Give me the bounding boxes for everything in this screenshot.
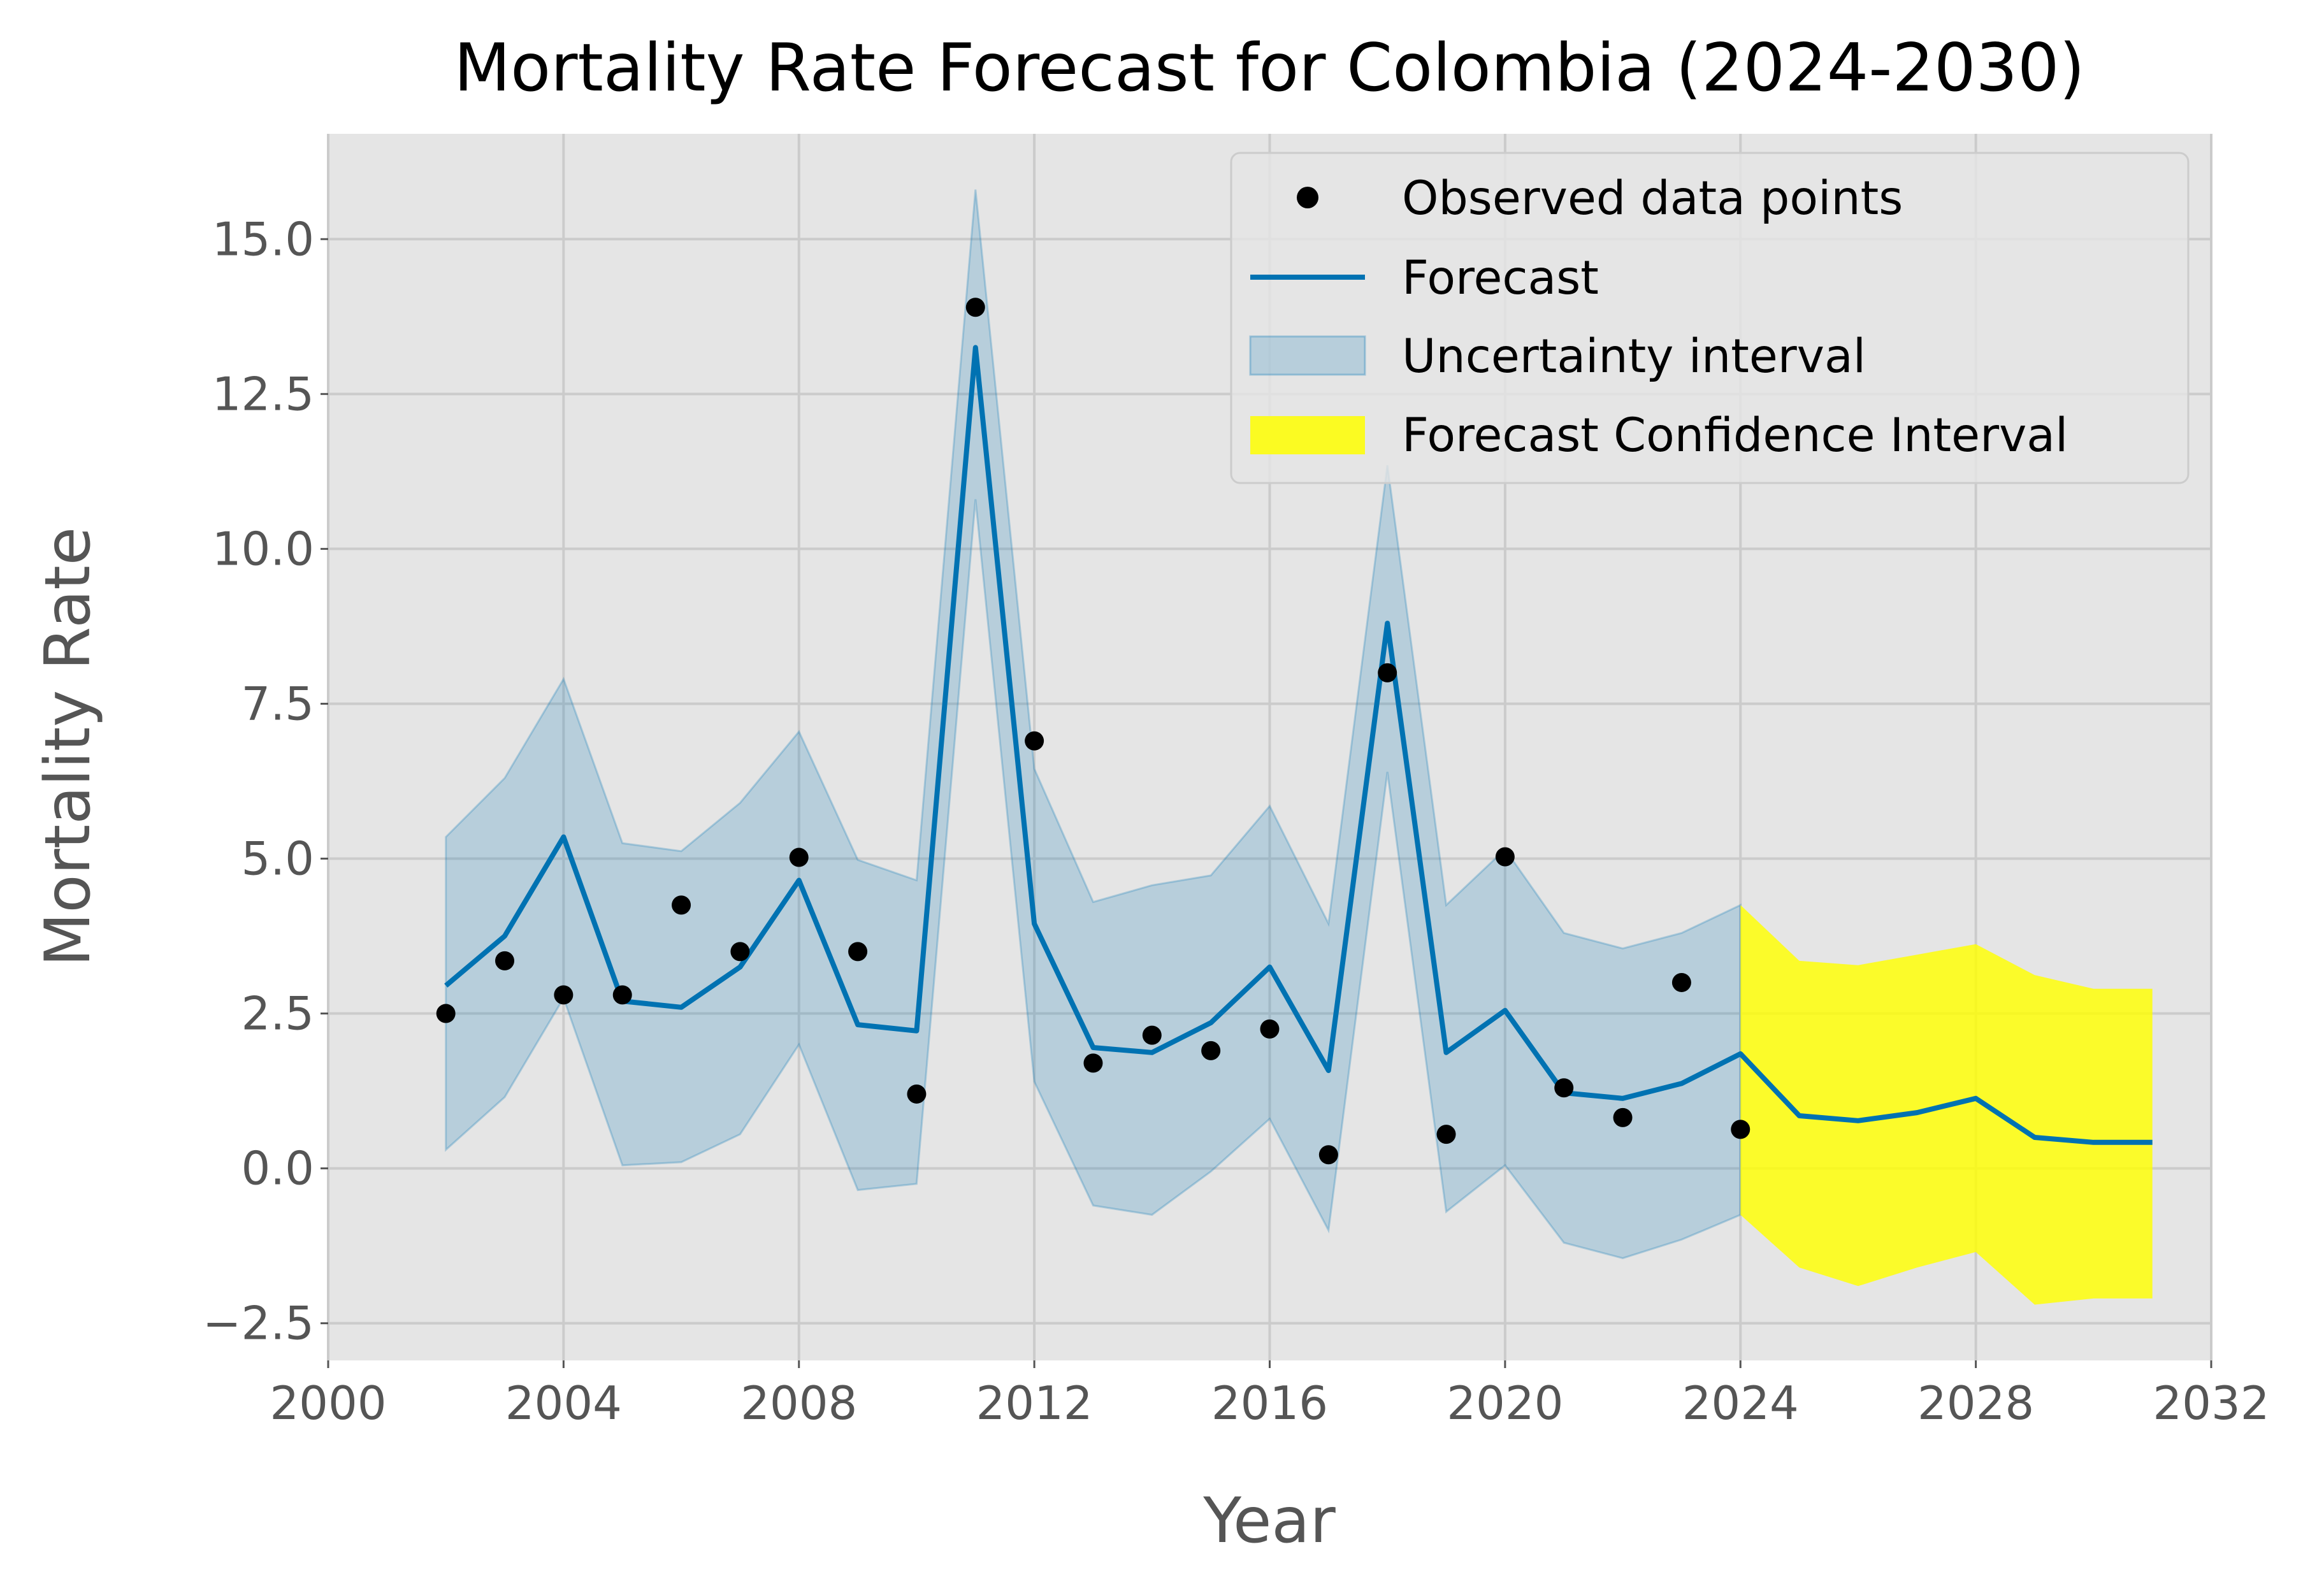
- observed-point: [1671, 972, 1691, 992]
- y-tick-label: −2.5: [203, 1297, 314, 1350]
- observed-point: [1731, 1120, 1750, 1139]
- observed-point: [789, 847, 809, 867]
- observed-point: [1554, 1078, 1574, 1098]
- y-tick-label: 12.5: [212, 367, 314, 421]
- x-tick-label: 2024: [1682, 1376, 1799, 1430]
- legend-marker-uncertainty: [1249, 335, 1366, 376]
- observed-point: [495, 951, 515, 970]
- y-tick-label: 7.5: [241, 677, 314, 730]
- legend-frame: [1230, 152, 2190, 484]
- forecast-line: [444, 345, 2153, 1145]
- observed-point: [1378, 663, 1397, 682]
- observed-point: [730, 942, 750, 962]
- observed-point: [1613, 1107, 1633, 1127]
- y-tick-label: 5.0: [241, 832, 314, 886]
- legend-label-forecast-ci: Forecast Confidence Interval: [1402, 408, 2068, 463]
- observed-point: [1260, 1019, 1280, 1039]
- observed-point: [848, 942, 868, 962]
- observed-point: [1436, 1125, 1456, 1144]
- y-tick-label: 10.0: [212, 522, 314, 575]
- x-tick-label: 2000: [270, 1376, 386, 1430]
- x-tick-label: 2032: [2153, 1376, 2269, 1430]
- observed-point: [965, 298, 985, 317]
- observed-point: [1318, 1145, 1338, 1165]
- observed-point: [1142, 1025, 1162, 1045]
- legend-label-observed: Observed data points: [1402, 171, 1903, 226]
- x-tick-label: 2008: [740, 1376, 857, 1430]
- x-tick-label: 2028: [1917, 1376, 2034, 1430]
- legend-label-uncertainty: Uncertainty interval: [1402, 329, 1866, 384]
- x-tick-label: 2020: [1447, 1376, 1563, 1430]
- observed-point: [554, 985, 574, 1005]
- observed-points: [436, 298, 1750, 1165]
- observed-point: [1083, 1053, 1103, 1073]
- observed-point: [436, 1004, 456, 1023]
- observed-point: [907, 1084, 927, 1104]
- observed-point: [1201, 1041, 1221, 1060]
- y-tick-label: 0.0: [241, 1142, 314, 1195]
- observed-point: [612, 985, 632, 1005]
- observed-point: [672, 895, 691, 915]
- observed-point: [1025, 731, 1044, 751]
- observed-point: [1495, 847, 1515, 867]
- legend-marker-observed: [1297, 187, 1318, 208]
- legend-marker-forecast-ci: [1250, 416, 1365, 454]
- legend-label-forecast: Forecast: [1402, 251, 1599, 305]
- x-tick-label: 2012: [976, 1376, 1093, 1430]
- x-tick-label: 2016: [1211, 1376, 1328, 1430]
- y-tick-label: 15.0: [212, 212, 314, 266]
- x-tick-label: 2004: [505, 1376, 622, 1430]
- x-axis-label: Year: [1202, 1485, 1336, 1557]
- y-axis-ticks: −2.5 0.0 2.5 5.0 7.5 10.0 12.5 15.0: [203, 212, 328, 1350]
- x-axis-ticks: 2000 2004 2008 2012 2016 2020 2024 2028 2032: [270, 1360, 2270, 1430]
- legend: Observed data points Forecast Uncertaint…: [1230, 152, 2190, 484]
- forecast-line-layer: [444, 345, 2153, 1145]
- chart-title: Mortality Rate Forecast for Colombia (20…: [454, 30, 2084, 106]
- y-axis-label: Mortality Rate: [32, 527, 105, 967]
- y-tick-label: 2.5: [241, 987, 314, 1041]
